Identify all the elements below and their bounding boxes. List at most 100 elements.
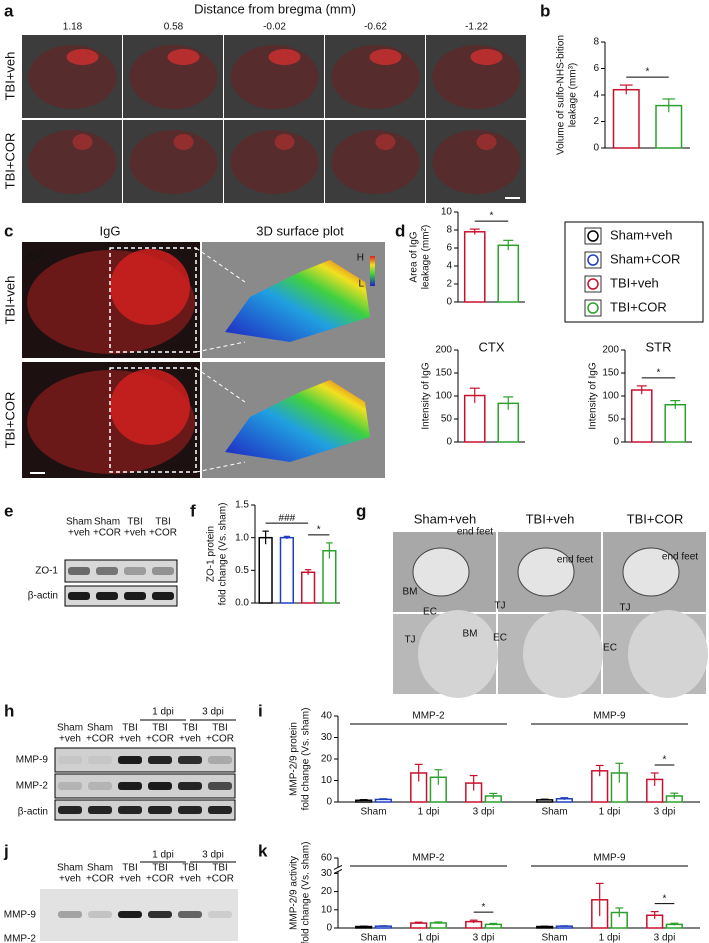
legend-swatch: [584, 251, 602, 269]
lane-label: +veh: [119, 734, 141, 745]
blot-band: [148, 756, 172, 764]
timepoint-label: 3 dpi: [202, 707, 224, 718]
x-tick-label: 3 dpi: [473, 807, 495, 818]
legend-swatch: [584, 275, 602, 293]
blot-band: [208, 782, 232, 790]
x-tick-label: 3 dpi: [654, 933, 676, 943]
lane-label: +veh: [68, 528, 90, 539]
row-label: ZO-1: [35, 566, 58, 577]
lane-label: +veh: [124, 528, 146, 539]
em-annotation: EC: [493, 633, 507, 644]
row-label: TBI+veh: [2, 52, 17, 101]
y-axis-label: leakage (mm³): [568, 63, 579, 127]
leakage-signal: [72, 134, 93, 150]
y-tick-label: 2: [593, 116, 599, 127]
em-annotation: TJ: [619, 603, 630, 614]
lane-label: TBI: [152, 723, 168, 734]
y-tick-label: 2: [446, 279, 452, 290]
row-label: β-actin: [18, 807, 48, 818]
y-tick-label: 40: [321, 711, 333, 722]
igg-signal: [110, 369, 190, 445]
blot-band: [178, 806, 202, 814]
igg-signal: [110, 249, 190, 325]
y-tick-label: 1.5: [235, 500, 249, 511]
group-title: MMP-2: [412, 853, 445, 864]
blot-band: [118, 806, 142, 814]
significance-mark: *: [663, 893, 667, 904]
panel-label: j: [3, 841, 9, 860]
lane-label: +COR: [149, 528, 177, 539]
stain-label: IgG: [28, 251, 44, 262]
em-annotation: EC: [423, 607, 437, 618]
y-tick-label: 10: [321, 775, 333, 786]
y-tick-label: 30: [321, 732, 333, 743]
lane-label: +veh: [179, 734, 201, 745]
y-axis-label: Volume of sulfo-NHS-bition: [556, 35, 567, 155]
y-tick-label: 10: [321, 904, 333, 915]
lane-label: Sham: [57, 863, 83, 874]
blot-band: [208, 756, 232, 764]
distance-label: -0.02: [263, 22, 286, 33]
x-tick-label: Sham: [541, 933, 567, 943]
y-axis-label: Area of IgG: [409, 231, 420, 282]
lane-label: +COR: [206, 874, 234, 885]
y-tick-label: 100: [602, 391, 619, 402]
group-title: MMP-2: [412, 711, 445, 722]
y-tick-label: 4: [446, 261, 452, 272]
timepoint-label: 1 dpi: [152, 707, 174, 718]
lane-label: TBI: [182, 863, 198, 874]
lane-label: TBI: [212, 863, 228, 874]
y-tick-label: 0: [613, 437, 619, 448]
y-tick-label: 0.0: [235, 598, 249, 609]
y-tick-label: 150: [435, 368, 452, 379]
y-tick-label: 4: [593, 90, 599, 101]
y-tick-label: 1.0: [235, 532, 249, 543]
leakage-signal: [274, 134, 295, 150]
y-tick-label: 8: [593, 37, 599, 48]
group-title: MMP-9: [593, 711, 626, 722]
axis-break: [333, 868, 343, 874]
y-tick-label: 200: [435, 345, 452, 356]
lane-label: +COR: [86, 874, 114, 885]
distance-label: -1.22: [465, 22, 488, 33]
blot-band: [178, 756, 202, 764]
panel-label: e: [4, 501, 13, 520]
legend-swatch: [584, 227, 602, 245]
lane-label: Sham: [57, 723, 83, 734]
legend-swatch: [584, 299, 602, 317]
em-vessel: [412, 547, 470, 597]
x-tick-label: Sham: [541, 807, 567, 818]
y-axis-label: Intensity of IgG: [421, 362, 432, 429]
x-tick-label: 1 dpi: [599, 807, 621, 818]
row-label: β-actin: [28, 591, 58, 602]
blot-band: [68, 567, 90, 575]
bar: [630, 389, 653, 443]
blot-band: [178, 782, 202, 790]
blot-band: [58, 756, 82, 764]
scale-high: H: [357, 253, 364, 264]
blot-strip: [54, 773, 236, 799]
x-tick-label: 1 dpi: [418, 807, 440, 818]
lane-label: TBI: [182, 723, 198, 734]
row-label: MMP-9: [16, 755, 49, 766]
y-tick-label: 0: [593, 143, 599, 154]
blot-band: [152, 567, 174, 575]
lane-label: +COR: [206, 734, 234, 745]
bar: [497, 244, 520, 303]
gel-band: [58, 911, 82, 918]
panel-title: Distance from bregma (mm): [194, 1, 356, 16]
legend-marker: [587, 302, 599, 314]
scale-low: L: [358, 279, 364, 290]
bar: [258, 536, 273, 604]
column-header: Sham+veh: [414, 511, 477, 526]
y-tick-label: 0: [446, 437, 452, 448]
gel-band: [208, 911, 232, 918]
gel-band: [88, 911, 112, 918]
panel-label: h: [4, 701, 14, 720]
em-annotation: TJ: [404, 635, 415, 646]
significance-mark: *: [317, 525, 321, 536]
legend-marker: [587, 254, 599, 266]
row-label: TBI+COR: [2, 392, 17, 449]
leakage-signal: [66, 49, 99, 65]
y-tick-label: 150: [602, 368, 619, 379]
